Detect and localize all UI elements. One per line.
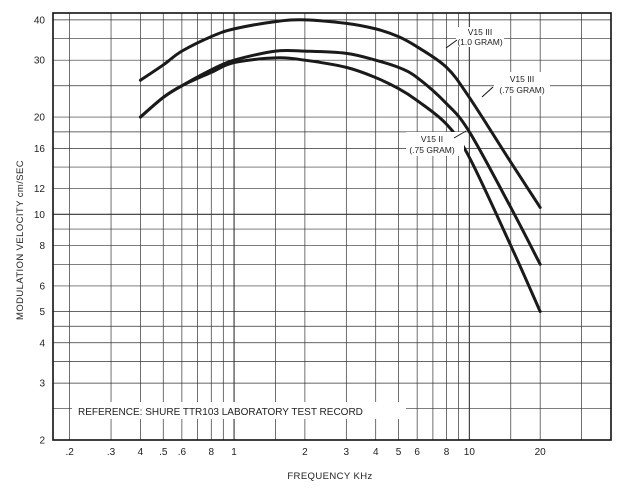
svg-text:V15 III: V15 III <box>468 27 493 37</box>
x-tick-label: 3 <box>344 447 350 458</box>
annotation-v15iii-1gram: V15 III (1.0 GRAM) <box>445 27 504 49</box>
x-tick-label: 2 <box>302 447 308 458</box>
x-tick-label: 8 <box>444 447 450 458</box>
x-tick-label: .6 <box>178 447 187 458</box>
svg-text:(1.0 GRAM): (1.0 GRAM) <box>457 37 503 47</box>
svg-text:REFERENCE: SHURE TTR103 LABORA: REFERENCE: SHURE TTR103 LABORATORY TEST … <box>78 407 363 418</box>
y-tick-label: 3 <box>39 379 45 390</box>
y-tick-label: 10 <box>34 210 46 221</box>
y-tick-label: 30 <box>34 56 46 67</box>
y-tick-label: 8 <box>39 241 45 252</box>
x-tick-label: 4 <box>138 447 144 458</box>
svg-text:(.75 GRAM): (.75 GRAM) <box>409 145 455 155</box>
svg-text:V15 III: V15 III <box>510 74 535 84</box>
series-line-3 <box>138 56 542 313</box>
annotation-v15iii-075gram: V15 III (.75 GRAM) <box>481 72 550 98</box>
reference-note: REFERENCE: SHURE TTR103 LABORATORY TEST … <box>72 402 406 419</box>
y-tick-label: 6 <box>39 281 45 292</box>
plot-frame <box>52 12 612 441</box>
chart-grid <box>53 13 611 441</box>
y-tick-label: 5 <box>39 307 45 318</box>
svg-text:V15 II: V15 II <box>421 134 443 144</box>
x-tick-label: .3 <box>107 447 116 458</box>
x-tick-label: 5 <box>396 447 402 458</box>
series-line-1 <box>138 18 542 209</box>
x-tick-label: 20 <box>535 447 547 458</box>
series-layer <box>138 18 542 313</box>
x-tick-label: 6 <box>414 447 420 458</box>
y-tick-label: 4 <box>39 338 45 349</box>
svg-text:(.75 GRAM): (.75 GRAM) <box>499 85 545 95</box>
y-tick-label: 40 <box>34 15 46 26</box>
annotation-v15ii-075gram: V15 II (.75 GRAM) <box>406 130 467 156</box>
x-axis-title: FREQUENCY KHz <box>287 471 372 482</box>
x-tick-label: 1 <box>231 447 237 458</box>
y-axis-tick-labels: 2 3 4 5 6 8 10 12 16 20 30 40 <box>34 15 46 446</box>
x-tick-label: 4 <box>373 447 379 458</box>
y-tick-label: 12 <box>34 184 46 195</box>
y-tick-label: 2 <box>39 436 45 447</box>
x-tick-label: 8 <box>208 447 214 458</box>
x-tick-label: .5 <box>159 447 168 458</box>
y-tick-label: 16 <box>34 144 46 155</box>
x-tick-label: .2 <box>65 447 74 458</box>
y-axis-title: MODULATION VELOCITY cm/SEC <box>15 160 26 320</box>
x-axis-tick-labels: .2 .3 4 .5 .6 8 1 2 3 4 5 6 8 10 20 <box>65 447 546 458</box>
y-tick-label: 20 <box>34 113 46 124</box>
x-tick-label: 10 <box>464 447 476 458</box>
